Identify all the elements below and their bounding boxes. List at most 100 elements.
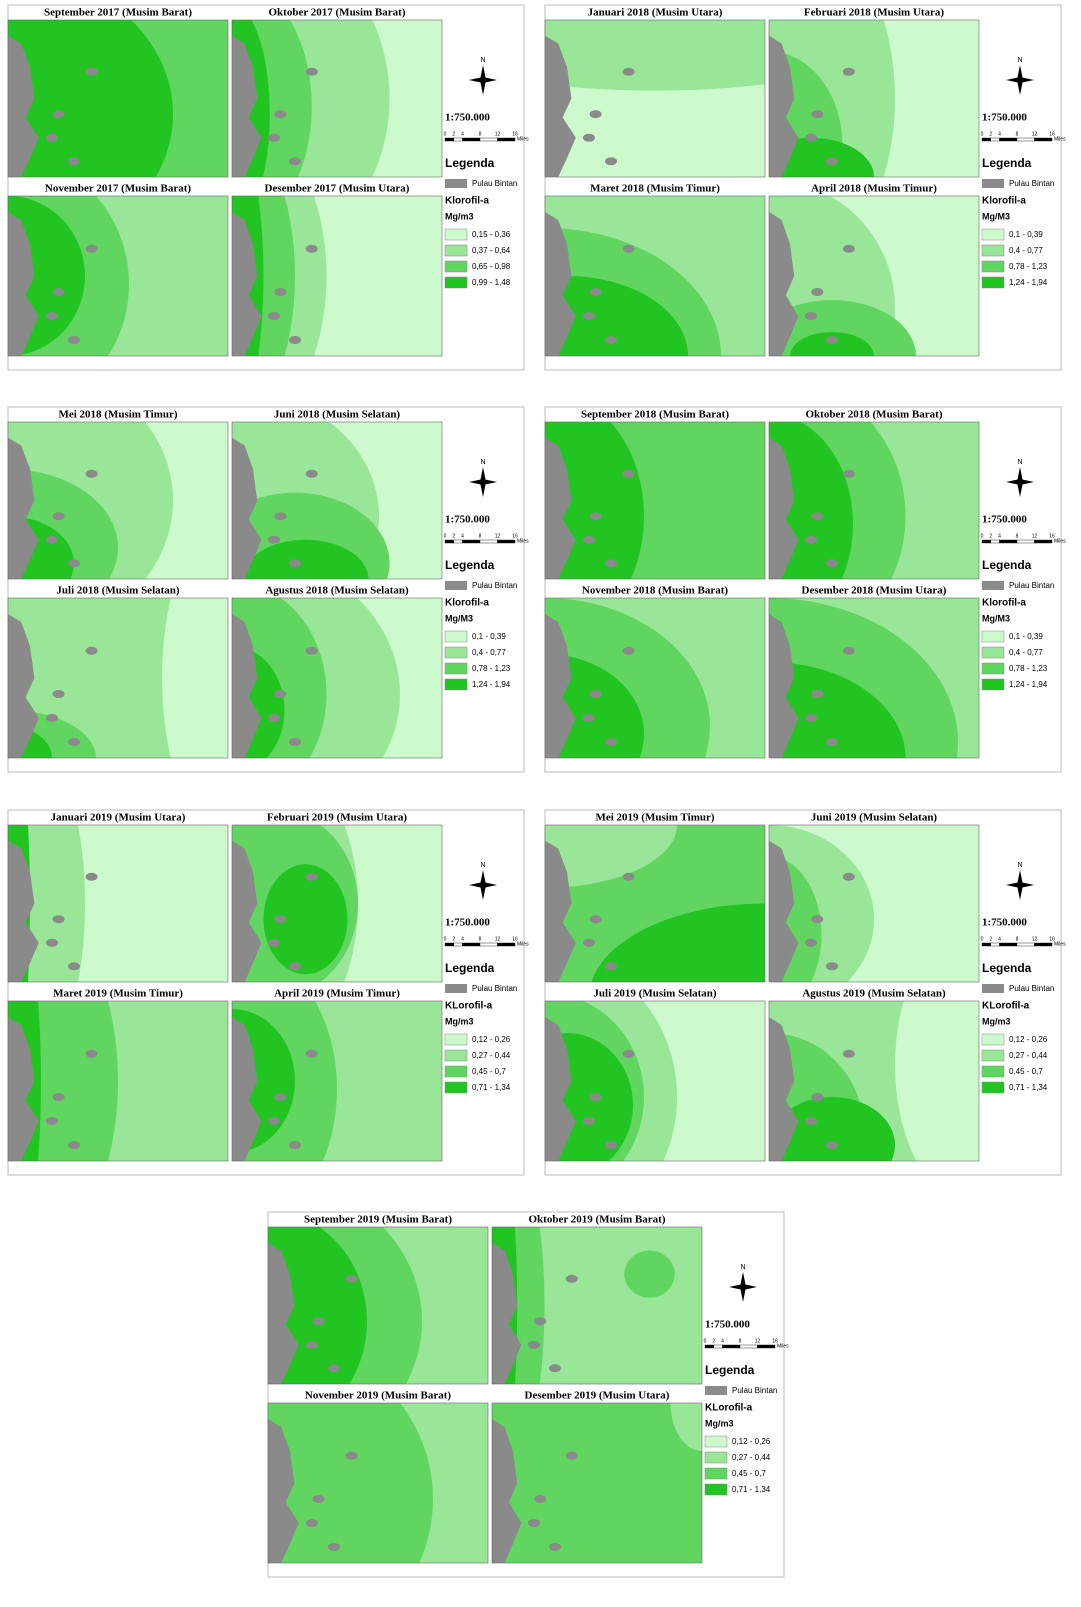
map-title: Desember 2019 (Musim Utara) — [525, 1390, 670, 1402]
islet — [346, 1275, 358, 1283]
islet — [623, 873, 635, 881]
legend-swatch — [705, 1452, 727, 1463]
panel: September 2019 (Musim Barat)Oktober 2019… — [103, 1117, 789, 1602]
scale-text: 1:750.000 — [445, 917, 490, 929]
islet — [68, 336, 80, 344]
north-label: N — [480, 57, 485, 64]
islet — [605, 1141, 617, 1149]
scale-tick: 8 — [1016, 131, 1019, 137]
legend-swatch — [982, 1082, 1004, 1093]
legend-class: 0,27 - 0,44 — [472, 1051, 511, 1060]
scale-tick: 8 — [479, 533, 482, 539]
north-label: N — [1017, 862, 1022, 869]
legend-class: 0,78 - 1,23 — [472, 664, 511, 673]
islet — [811, 110, 823, 118]
scale-seg — [991, 540, 1000, 543]
islet — [805, 536, 817, 544]
islet — [306, 1341, 318, 1349]
scale-seg — [1035, 943, 1053, 946]
islet — [86, 873, 98, 881]
legend-class: 0,12 - 0,26 — [1009, 1035, 1048, 1044]
islet — [346, 1452, 358, 1460]
scale-seg — [758, 1345, 776, 1348]
scale-tick: 12 — [755, 1338, 761, 1344]
islet — [46, 134, 58, 142]
islet — [583, 134, 595, 142]
legend-title: Legenda — [982, 558, 1032, 572]
scale-seg — [498, 138, 516, 141]
islet — [623, 647, 635, 655]
scale-unit: Miles — [1054, 136, 1066, 142]
scale-seg — [463, 943, 481, 946]
map-title: September 2018 (Musim Barat) — [581, 409, 729, 421]
islet — [811, 915, 823, 923]
scale-tick: 4 — [998, 936, 1001, 942]
scale-tick: 8 — [739, 1338, 742, 1344]
legend-swatch — [982, 1050, 1004, 1061]
islet — [583, 312, 595, 320]
scale-tick: 0 — [444, 936, 447, 942]
scale-tick: 8 — [1016, 936, 1019, 942]
scale-text: 1:750.000 — [705, 1319, 750, 1331]
scale-seg — [723, 1345, 741, 1348]
map-title: Maret 2019 (Musim Timur) — [53, 988, 183, 1000]
legend-swatch — [445, 1066, 467, 1077]
islet — [68, 1141, 80, 1149]
scale-seg — [1017, 138, 1035, 141]
scale-tick: 0 — [981, 936, 984, 942]
legend-class: 0,12 - 0,26 — [732, 1437, 771, 1446]
legend-class: 0,45 - 0,7 — [732, 1469, 766, 1478]
panel: Januari 2019 (Musim Utara)Februari 2019 … — [0, 715, 529, 1273]
legend-swatch — [982, 1066, 1004, 1077]
map-title: Desember 2017 (Musim Utara) — [265, 183, 410, 195]
map-title: April 2019 (Musim Timur) — [274, 988, 400, 1000]
legend-title: Legenda — [445, 961, 495, 975]
islet — [843, 245, 855, 253]
map-title: Agustus 2018 (Musim Selatan) — [265, 585, 409, 597]
islet — [313, 1317, 325, 1325]
legend-swatch — [982, 229, 1004, 240]
islet — [583, 1117, 595, 1125]
scale-tick: 4 — [461, 533, 464, 539]
north-arrow — [1006, 467, 1034, 497]
legend-unit: Mg/M3 — [982, 613, 1010, 623]
islet — [590, 690, 602, 698]
legend-island: Pulau Bintan — [1009, 984, 1054, 993]
scale-tick: 4 — [721, 1338, 724, 1344]
map-title: Juli 2018 (Musim Selatan) — [56, 585, 179, 597]
scale-tick: 4 — [461, 936, 464, 942]
scale-tick: 4 — [998, 533, 1001, 539]
islet — [549, 1543, 561, 1551]
islet — [313, 1495, 325, 1503]
scale-tick: 2 — [989, 131, 992, 137]
legend-swatch — [982, 277, 1004, 288]
legend-swatch — [445, 229, 467, 240]
scale-text: 1:750.000 — [982, 514, 1027, 526]
scale-unit: Miles — [517, 136, 529, 142]
scale-tick: 12 — [1032, 533, 1038, 539]
legend-unit: Mg/m3 — [705, 1418, 734, 1428]
legend-swatch — [982, 679, 1004, 690]
islet — [826, 559, 838, 567]
legend-island: Pulau Bintan — [472, 581, 517, 590]
islet — [46, 714, 58, 722]
islet — [811, 512, 823, 520]
islet — [826, 336, 838, 344]
legend-swatch — [445, 631, 467, 642]
scale-seg — [498, 943, 516, 946]
scale-tick: 2 — [452, 936, 455, 942]
islet — [46, 312, 58, 320]
islet — [86, 470, 98, 478]
legend-island: Pulau Bintan — [472, 984, 517, 993]
north-label: N — [1017, 459, 1022, 466]
scale-seg — [982, 138, 991, 141]
scale-seg — [454, 540, 463, 543]
scale-seg — [1017, 943, 1035, 946]
islet — [306, 647, 318, 655]
legend-swatch — [982, 631, 1004, 642]
islet — [53, 512, 65, 520]
scale-seg — [454, 943, 463, 946]
islet — [268, 134, 280, 142]
legend-class: 0,71 - 1,34 — [732, 1485, 771, 1494]
legend-island: Pulau Bintan — [1009, 581, 1054, 590]
